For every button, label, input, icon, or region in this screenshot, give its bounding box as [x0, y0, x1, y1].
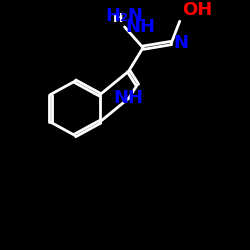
Text: NH: NH	[114, 90, 144, 108]
Text: NH: NH	[126, 18, 156, 36]
Text: H: H	[113, 12, 123, 24]
Text: N: N	[174, 34, 189, 52]
Text: OH: OH	[182, 1, 212, 19]
Text: H₂N: H₂N	[106, 6, 144, 25]
